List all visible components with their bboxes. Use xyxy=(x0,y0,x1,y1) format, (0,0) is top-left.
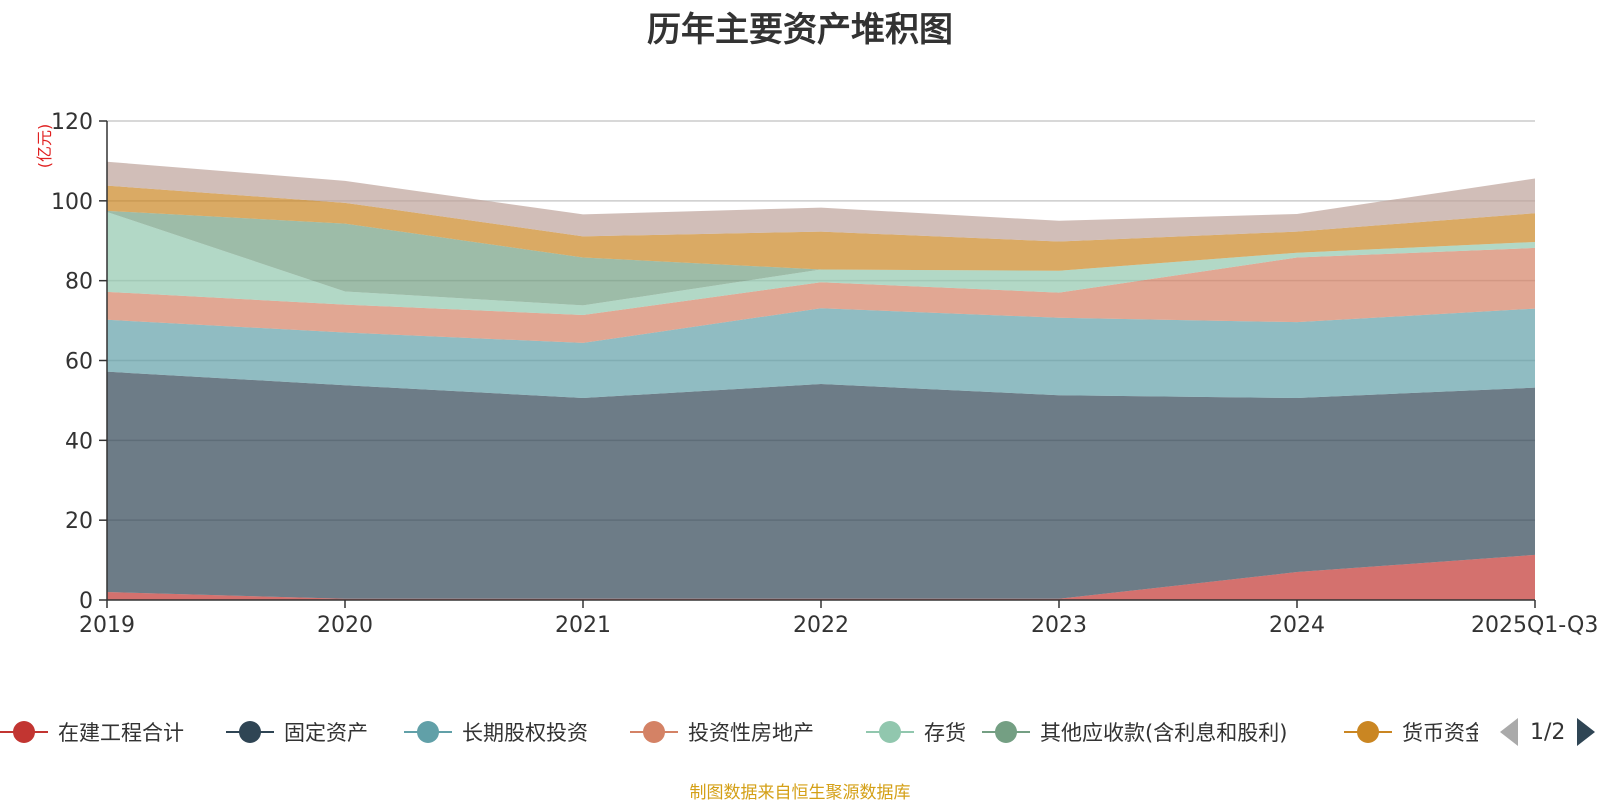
area-series-4 xyxy=(107,212,1535,315)
legend-marker-icon xyxy=(982,718,1030,746)
legend-item-label: 存货 xyxy=(924,721,966,745)
y-tick-label: 120 xyxy=(51,110,93,135)
y-axis-unit-label: (亿元) xyxy=(35,124,54,169)
x-tick-label: 2019 xyxy=(79,613,135,638)
x-tick-label: 2021 xyxy=(555,613,611,638)
area-series-2 xyxy=(107,308,1535,399)
area-series-3 xyxy=(107,247,1535,343)
legend-item-label: 长期股权投资 xyxy=(462,721,588,745)
x-tick-label: 2023 xyxy=(1031,613,1087,638)
x-tick-label: 2020 xyxy=(317,613,373,638)
area-series-6 xyxy=(107,185,1535,271)
area-series-7 xyxy=(107,161,1535,242)
x-tick-label: 2025Q1-Q3 xyxy=(1471,613,1598,638)
legend-item[interactable]: 存货 xyxy=(866,712,966,752)
y-tick-label: 80 xyxy=(65,270,93,295)
legend-item[interactable]: 货币资金 xyxy=(1344,712,1478,752)
x-tick-label: 2024 xyxy=(1269,613,1325,638)
area-series-1 xyxy=(107,371,1535,599)
y-tick-label: 60 xyxy=(65,350,93,375)
legend-item-label: 货币资金 xyxy=(1402,721,1478,745)
source-note: 制图数据来自恒生聚源数据库 xyxy=(689,783,911,803)
legend-item-label: 在建工程合计 xyxy=(58,721,184,745)
legend-marker-icon xyxy=(0,718,48,746)
axes: 0 20 40 60 80 100 120 2019 2020 2021 2022 2023 2024 2… xyxy=(51,110,1598,638)
legend-item-label: 投资性房地产 xyxy=(688,721,814,745)
legend-items: 在建工程合计 固定资产 长期股权投资 投资性房地产 存货 其他应收款(含利息和股利) 货币资… xyxy=(0,712,1478,752)
y-tick-label: 40 xyxy=(65,429,93,454)
x-tick-label: 2022 xyxy=(793,613,849,638)
legend-marker-icon xyxy=(1344,718,1392,746)
legend-marker-icon xyxy=(226,718,274,746)
legend-page-indicator: 1/2 xyxy=(1530,719,1566,745)
legend-item[interactable]: 固定资产 xyxy=(226,712,368,752)
legend-marker-icon xyxy=(866,718,914,746)
legend-prev-page-icon[interactable] xyxy=(1500,718,1518,746)
legend-pager: 1/2 xyxy=(1500,712,1596,752)
legend-marker-icon xyxy=(630,718,678,746)
chart-title: 历年主要资产堆积图 xyxy=(647,10,953,50)
legend-item[interactable]: 在建工程合计 xyxy=(0,712,184,752)
legend: 在建工程合计 固定资产 长期股权投资 投资性房地产 存货 其他应收款(含利息和股利) 货币资… xyxy=(0,712,1600,752)
legend-item[interactable]: 长期股权投资 xyxy=(404,712,588,752)
stacked-area-chart: 0 20 40 60 80 100 120 2019 2020 2021 2022 2023 2024 2… xyxy=(35,110,1598,638)
legend-item[interactable]: 投资性房地产 xyxy=(630,712,814,752)
legend-marker-icon xyxy=(404,718,452,746)
legend-item-label: 其他应收款(含利息和股利) xyxy=(1040,721,1288,745)
legend-item[interactable]: 其他应收款(含利息和股利) xyxy=(982,712,1287,752)
y-tick-label: 20 xyxy=(65,509,93,534)
legend-next-page-icon[interactable] xyxy=(1577,718,1596,746)
area-series-5 xyxy=(107,210,1535,306)
area-series-layer xyxy=(107,161,1535,600)
legend-item-label: 固定资产 xyxy=(284,721,368,745)
area-series-0 xyxy=(107,554,1535,600)
y-tick-label: 100 xyxy=(51,190,93,215)
y-tick-label: 0 xyxy=(79,589,93,614)
